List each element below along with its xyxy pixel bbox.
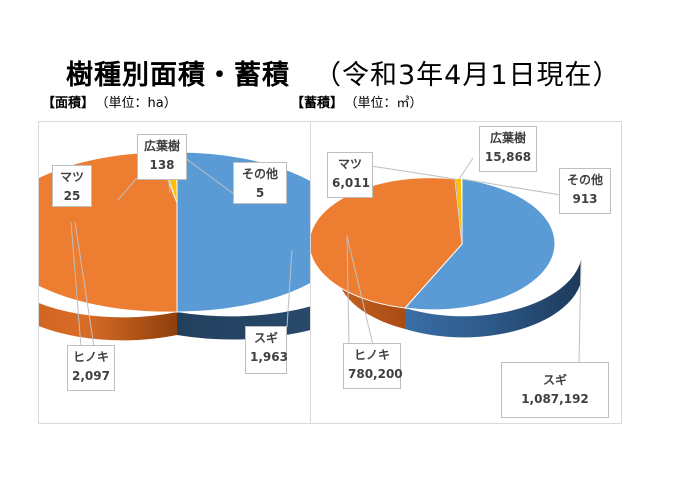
label-value: 138 [149, 158, 175, 172]
label-name: 広葉樹 [489, 131, 526, 145]
volume-unit: （単位：㎥） [351, 96, 423, 111]
label-name: その他 [241, 167, 278, 181]
label-broadleaf-volume: 広葉樹 15,868 [479, 126, 537, 172]
label-value: 1,963 [250, 350, 288, 364]
label-sugi-area: スギ 1,963 [245, 326, 288, 374]
label-value: 913 [572, 192, 598, 206]
area-unit: （単位：ha） [102, 96, 177, 111]
title-date: （令和3年4月1日現在） [314, 60, 621, 91]
page-title: 樹種別面積・蓄積 （令和3年4月1日現在） [66, 53, 621, 92]
label-matsu-area: マツ 25 [52, 165, 92, 207]
label-value: 6,011 [332, 176, 370, 190]
label-matsu-volume: マツ 6,011 [327, 152, 373, 198]
label-value: 15,868 [484, 150, 532, 164]
label-name: スギ [253, 331, 278, 345]
label-name: ヒノキ [72, 350, 109, 364]
label-name: マツ [59, 170, 84, 184]
label-name: ヒノキ [353, 348, 390, 362]
label-other-area: その他 5 [233, 162, 287, 204]
label-name: スギ [542, 373, 567, 387]
label-sugi-volume: スギ 1,087,192 [501, 362, 609, 418]
label-value: 1,087,192 [521, 392, 589, 406]
area-chart-heading: 【面積】 （単位：ha） [42, 92, 177, 111]
volume-heading-text: 【蓄積】 [291, 96, 344, 111]
label-hinoki-area: ヒノキ 2,097 [67, 345, 115, 391]
volume-chart-heading: 【蓄積】 （単位：㎥） [291, 92, 423, 111]
label-value: 5 [255, 186, 265, 200]
area-pie-chart: 広葉樹 138 マツ 25 その他 5 スギ 1,963 ヒノキ 2,097 [38, 121, 312, 424]
label-broadleaf-area: 広葉樹 138 [137, 134, 187, 180]
label-hinoki-volume: ヒノキ 780,200 [343, 343, 403, 389]
label-name: 広葉樹 [143, 139, 180, 153]
label-name: その他 [566, 173, 603, 187]
label-value: 25 [63, 189, 81, 203]
label-name: マツ [337, 157, 362, 171]
volume-pie-graphic [311, 157, 582, 363]
title-main: 樹種別面積・蓄積 [66, 60, 290, 91]
label-value: 2,097 [72, 369, 110, 383]
label-other-volume: その他 913 [559, 168, 611, 214]
label-value: 780,200 [348, 367, 403, 381]
area-heading-text: 【面積】 [42, 96, 95, 111]
volume-pie-chart: 広葉樹 15,868 マツ 6,011 その他 913 ヒノキ 780,200 … [310, 121, 622, 424]
